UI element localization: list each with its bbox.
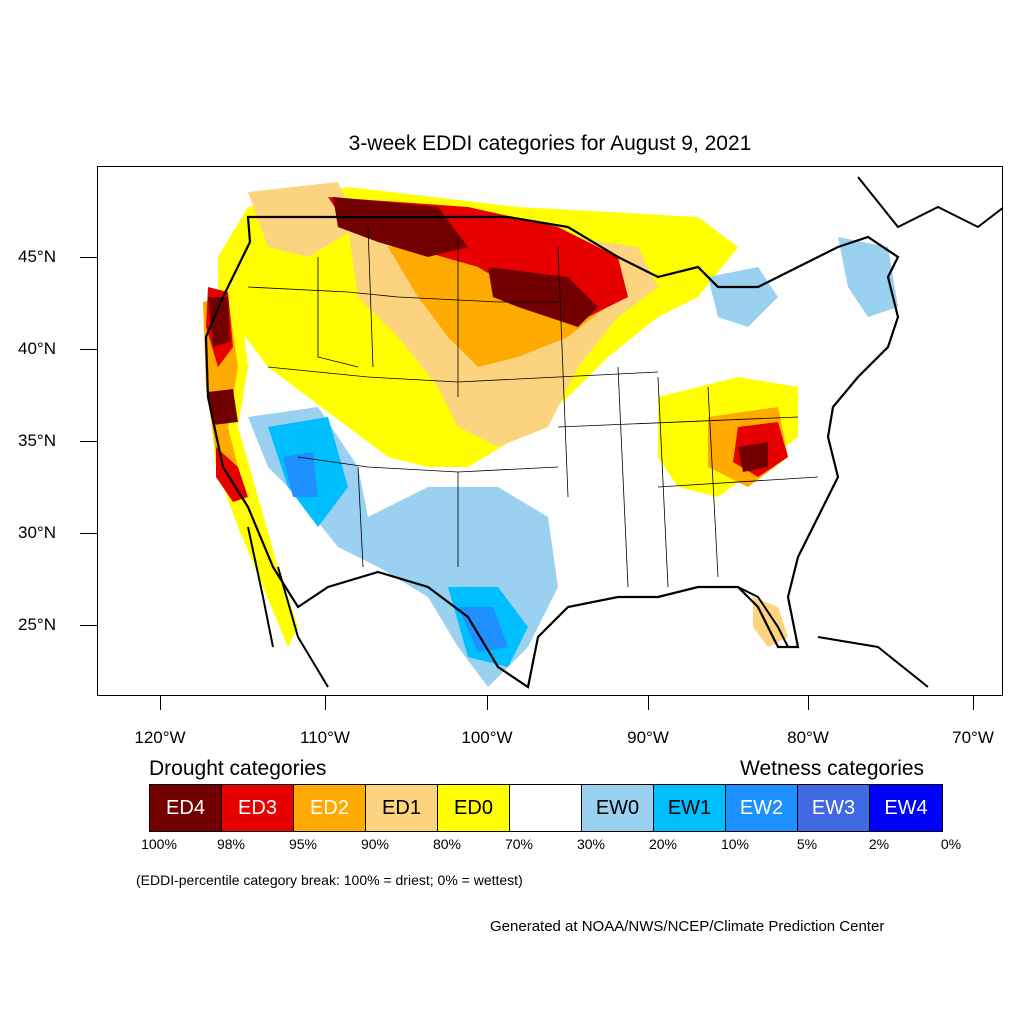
ed4-region-ca-north — [208, 297, 230, 347]
lon-label-120: 120°W — [134, 728, 186, 747]
break-label: 70% — [504, 836, 534, 852]
florida-coast — [737, 586, 798, 648]
ed4-region-ca-central — [208, 389, 238, 425]
break-label: 80% — [432, 836, 462, 852]
lat-label-40: 40°N — [18, 339, 56, 358]
legend-swatch-ew0: EW0 — [582, 785, 654, 831]
map-title: 3-week EDDI categories for August 9, 202… — [348, 132, 752, 155]
lat-tick — [80, 533, 97, 534]
break-label: 20% — [648, 836, 678, 852]
lon-label-70: 70°W — [952, 728, 994, 747]
lat-tick — [80, 257, 97, 258]
legend-swatch-ed2: ED2 — [294, 785, 366, 831]
boundaries — [204, 176, 1002, 689]
eddi-map — [203, 176, 1002, 689]
lon-tick — [487, 696, 488, 710]
drought-categories-header: Drought categories — [149, 757, 327, 780]
baja-coast — [247, 526, 274, 648]
lat-tick — [80, 625, 97, 626]
lat-tick — [80, 441, 97, 442]
break-label: 10% — [720, 836, 750, 852]
lon-label-100: 100°W — [461, 728, 513, 747]
lon-label-80: 80°W — [787, 728, 829, 747]
lat-label-30: 30°N — [18, 523, 56, 542]
legend-swatch-ed1: ED1 — [366, 785, 438, 831]
ed4-region-mt — [333, 197, 468, 257]
lat-label-45: 45°N — [18, 247, 56, 266]
ed3-region-socal — [216, 447, 248, 502]
break-label: 0% — [940, 836, 962, 852]
category-shading — [203, 182, 898, 687]
lon-tick — [648, 696, 649, 710]
lat-label-25: 25°N — [18, 615, 56, 634]
lon-label-90: 90°W — [627, 728, 669, 747]
lat-label-35: 35°N — [18, 431, 56, 450]
ed1-region-florida — [753, 597, 788, 647]
ed4-region-mn — [488, 267, 598, 327]
break-label: 100% — [141, 836, 177, 852]
legend-swatch-ed4: ED4 — [150, 785, 222, 831]
ew0-region-greatlakes — [708, 267, 778, 327]
break-label: 98% — [216, 836, 246, 852]
lon-label-110: 110°W — [300, 728, 350, 747]
canada-coast — [857, 176, 1002, 229]
legend-swatch-ew1: EW1 — [654, 785, 726, 831]
map-panel — [97, 166, 1003, 696]
break-label: 2% — [868, 836, 890, 852]
lon-tick — [160, 696, 161, 710]
lon-tick — [973, 696, 974, 710]
break-label: 95% — [288, 836, 318, 852]
legend-swatch-ed0: ED0 — [438, 785, 510, 831]
ew2-region-tx — [458, 607, 508, 652]
ew0-region-northeast — [838, 237, 898, 317]
wetness-categories-header: Wetness categories — [740, 757, 925, 780]
lon-tick — [808, 696, 809, 710]
break-label: 5% — [796, 836, 818, 852]
lat-tick — [80, 349, 97, 350]
credit-line: Generated at NOAA/NWS/NCEP/Climate Predi… — [490, 918, 885, 935]
legend-swatch-neutral — [510, 785, 582, 831]
state-borders — [247, 226, 819, 588]
ed4-region-va — [738, 442, 768, 472]
ew2-region-az — [283, 452, 318, 497]
legend-swatch-ed3: ED3 — [222, 785, 294, 831]
mexico-coast — [277, 566, 329, 688]
break-label: 90% — [360, 836, 390, 852]
break-label: 30% — [576, 836, 606, 852]
breaks-note: (EDDI-percentile category break: 100% = … — [136, 872, 523, 888]
legend-swatch-ew3: EW3 — [798, 785, 870, 831]
us-outline — [204, 215, 900, 689]
legend-swatch-ew2: EW2 — [726, 785, 798, 831]
lon-tick — [325, 696, 326, 710]
cuba-coast — [817, 636, 929, 688]
legend-color-bar: ED4 ED3 ED2 ED1 ED0 EW0 EW1 EW2 EW3 EW4 — [149, 784, 943, 832]
legend-swatch-ew4: EW4 — [870, 785, 942, 831]
